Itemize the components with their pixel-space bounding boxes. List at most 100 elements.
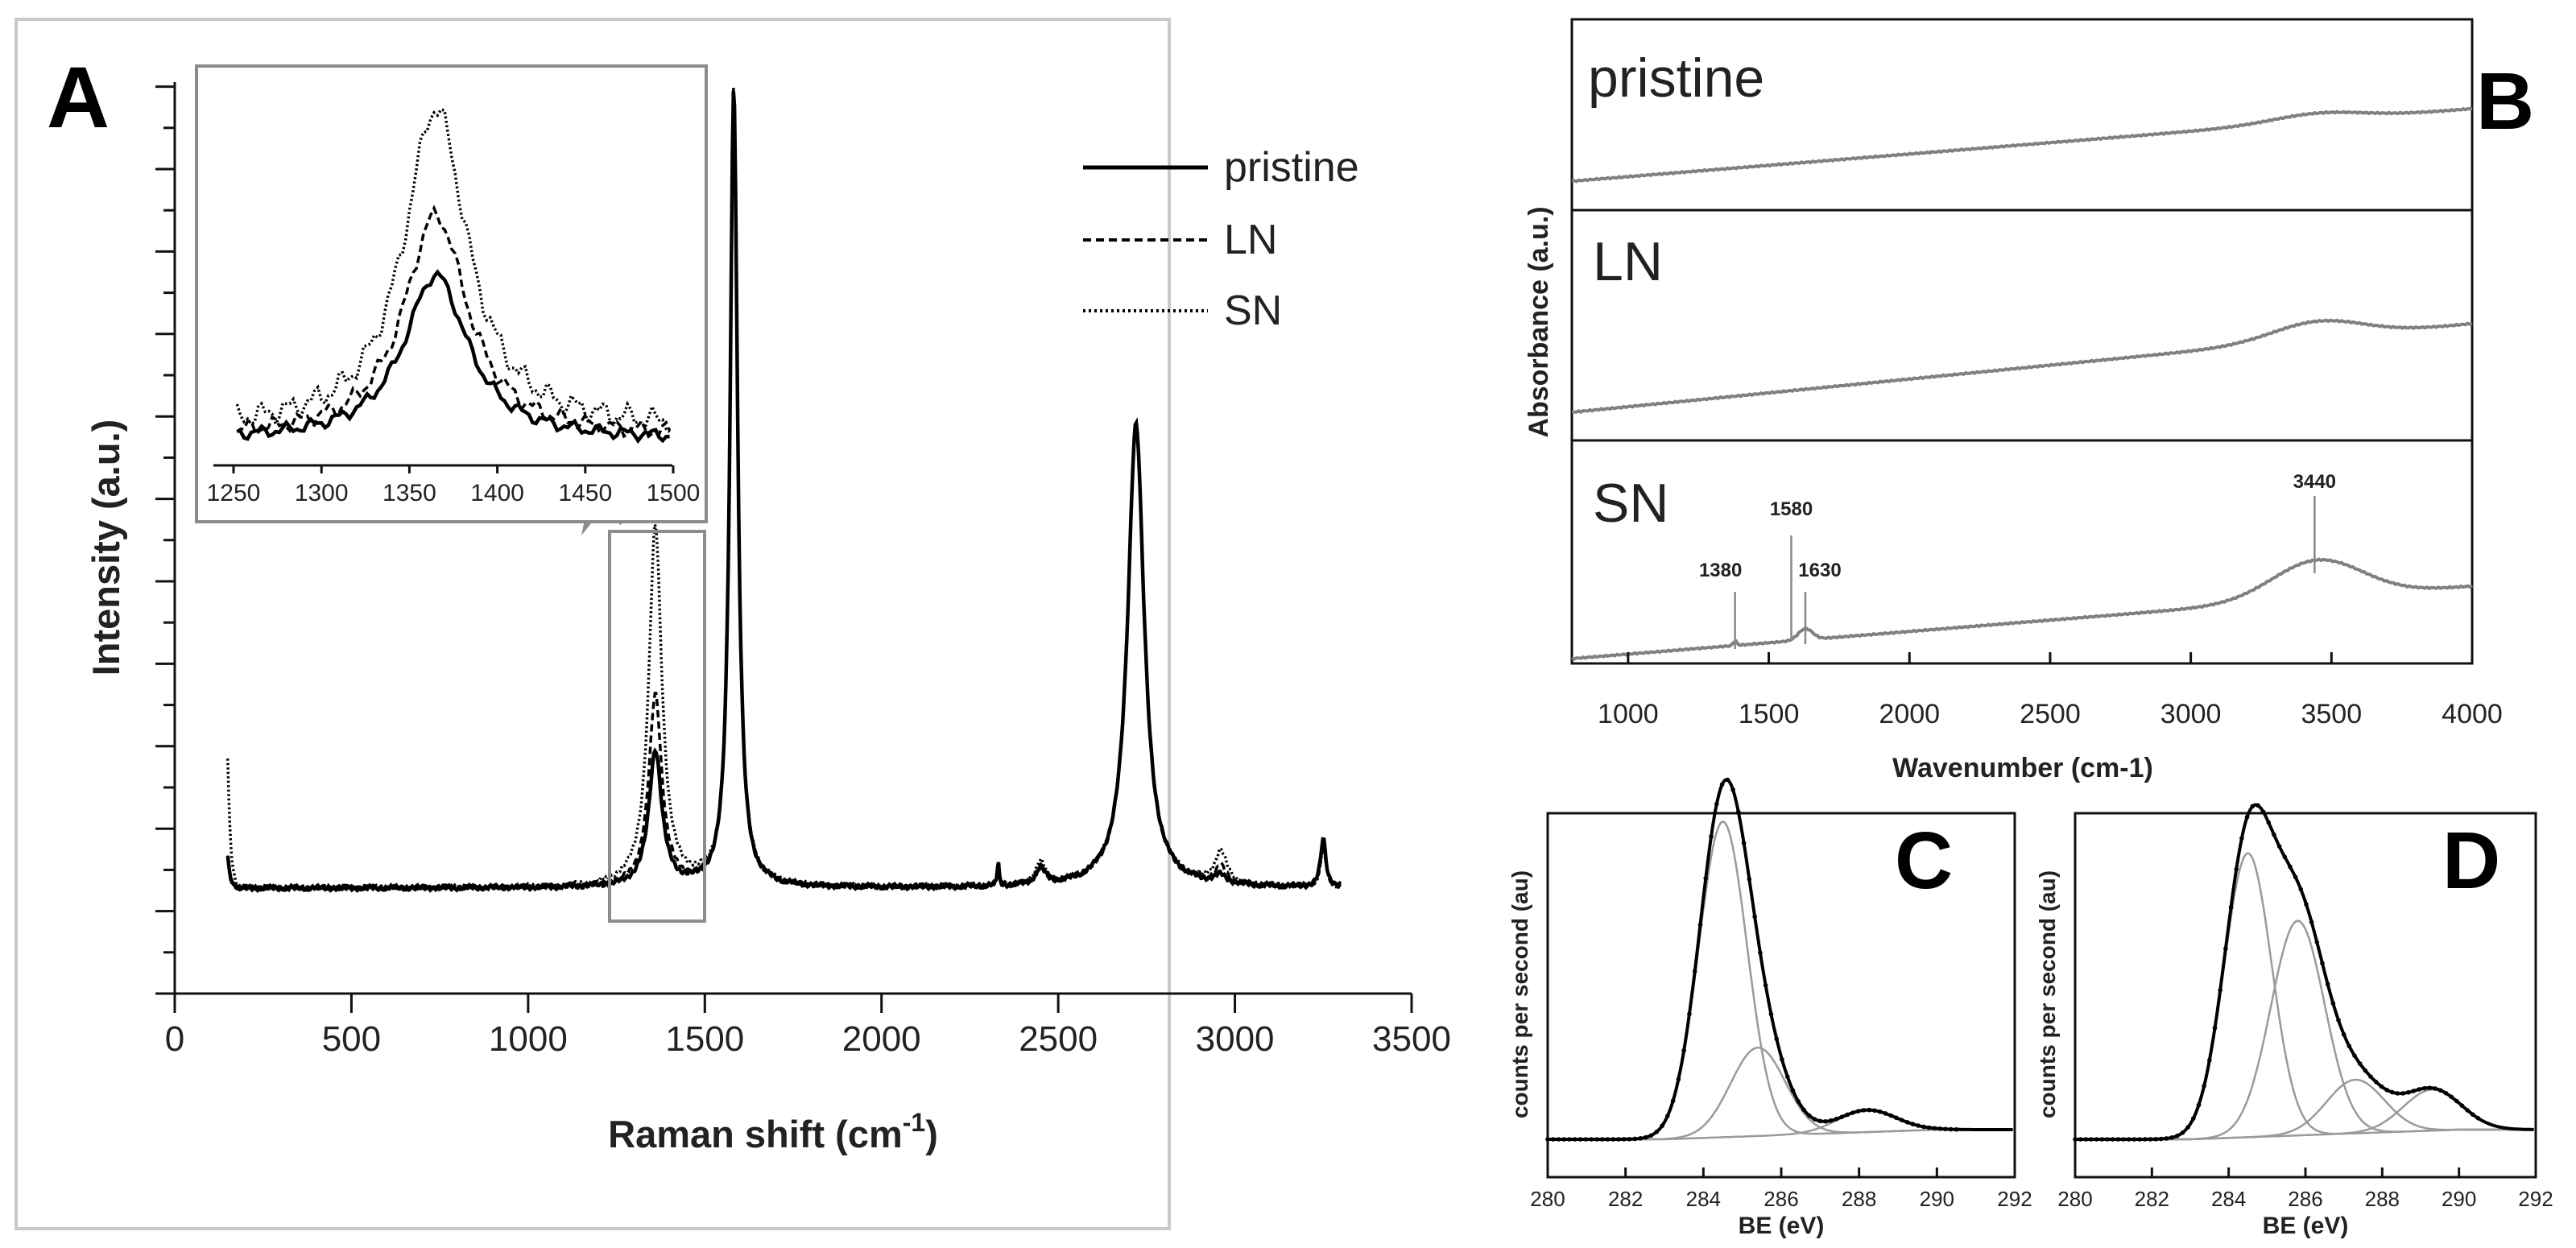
xps-data-point: [1577, 1137, 1583, 1142]
xps-data-point: [1638, 1136, 1643, 1141]
panel-b-series: [1571, 106, 2474, 661]
xps-data-point: [2202, 1083, 2206, 1089]
xps-data-point: [2304, 902, 2309, 907]
panel-a-x-tick-label: 3000: [1196, 1019, 1275, 1059]
xps-data-point: [1801, 1107, 1806, 1113]
xps-data-point: [2336, 1018, 2341, 1023]
panel-b-label-sn: SN: [1593, 473, 1668, 534]
xps-data-point: [1599, 1137, 1605, 1142]
xps-data-point: [2073, 1137, 2078, 1142]
panel-letter-d: D: [2442, 816, 2500, 906]
xps-data-point: [1545, 1137, 1550, 1142]
panel-a-line-pristine: [225, 91, 1342, 894]
xps-data-point: [2411, 1089, 2417, 1093]
xps-data-point: [1648, 1133, 1654, 1138]
xps-data-point: [1556, 1137, 1561, 1142]
xps-data-point: [1632, 1136, 1638, 1142]
xps-x-tick-label: 284: [2211, 1187, 2246, 1211]
xps-data-point: [1937, 1126, 1942, 1131]
panel-letter-a: A: [47, 48, 110, 146]
panel-a-zoom-box: [608, 530, 706, 923]
panel-a-line-ln: [226, 90, 1342, 893]
panel-a-x-tick-label: 2500: [1019, 1019, 1098, 1059]
inset-line-sn: [235, 107, 671, 433]
xps-data-point: [2196, 1102, 2202, 1108]
xps-data-point: [2089, 1137, 2094, 1142]
xps-component-3: [2075, 1088, 2534, 1141]
xps-data-point: [2421, 1085, 2427, 1091]
xps-data-point: [1763, 983, 1768, 988]
xps-data-point: [1839, 1114, 1845, 1119]
xps-data-point: [2389, 1089, 2395, 1095]
panel-a-x-tick-label: 2000: [842, 1019, 921, 1059]
xps-data-point: [1855, 1109, 1861, 1114]
xps-data-point: [1616, 1137, 1621, 1142]
xps-data-point: [2110, 1137, 2115, 1142]
xps-data-point: [1589, 1137, 1594, 1142]
xps-data-point: [1676, 1077, 1681, 1082]
xps-data-point: [2395, 1091, 2400, 1096]
inset-series: [235, 107, 672, 444]
xps-x-tick-label: 280: [2057, 1187, 2092, 1211]
xps-data-point: [1697, 922, 1703, 928]
inset-x-tick-label: 1350: [382, 480, 436, 506]
xps-data-point: [1888, 1113, 1894, 1118]
xps-data-point: [1692, 969, 1697, 974]
xps-data-point: [1654, 1129, 1660, 1134]
xps-data-point: [2454, 1098, 2459, 1104]
xps-x-tick-label: 292: [1997, 1187, 2032, 1211]
xps-data-point: [1605, 1137, 1611, 1142]
xps-data-point: [2105, 1137, 2110, 1142]
panel-a-x-tick-label: 0: [165, 1019, 184, 1059]
xps-data-point: [1845, 1112, 1850, 1118]
xps-data-point: [2083, 1137, 2089, 1142]
panel-a-x-tick-label: 500: [322, 1019, 381, 1059]
xps-x-tick-label: 280: [1530, 1187, 1565, 1211]
xps-data-point: [2368, 1074, 2373, 1080]
xps-data-point: [2352, 1053, 2357, 1058]
xps-data-point: [2174, 1133, 2180, 1138]
xps-x-tick-label: 292: [2518, 1187, 2553, 1211]
panel-b-x-tick-label: 2500: [2020, 699, 2081, 729]
panel-d-series: [2073, 803, 2534, 1142]
xps-data-point: [1725, 777, 1730, 783]
xps-data-point: [2121, 1137, 2126, 1142]
panel-c-xlabel: BE (eV): [1739, 1213, 1825, 1239]
xps-data-point: [2417, 1087, 2421, 1092]
panel-b-x-tick-label: 3000: [2160, 699, 2222, 729]
xps-data-point: [2459, 1103, 2465, 1109]
xps-data-point: [2244, 814, 2250, 820]
panel-c-ylabel: counts per second (au): [1507, 870, 1532, 1118]
legend-label-sn: SN: [1224, 287, 1282, 334]
panel-a-legend: pristine LN SN: [1083, 144, 1359, 334]
xps-data-point: [1752, 914, 1757, 919]
xps-data-point: [1714, 801, 1719, 807]
xps-component-1: [1548, 1046, 2013, 1141]
panel-a-xlabel: Raman shift (cm-1): [608, 1108, 938, 1155]
xps-x-tick-label: 290: [2442, 1187, 2476, 1211]
xps-data-point: [2314, 940, 2320, 944]
xps-data-point: [1784, 1074, 1790, 1079]
xps-data-point: [1736, 809, 1741, 815]
panel-d-xlabel: BE (eV): [2263, 1213, 2349, 1239]
panel-c-series: [1545, 777, 2013, 1142]
xps-data-point: [2234, 866, 2239, 872]
xps-data-point: [1644, 1134, 1648, 1140]
xps-data-point: [2400, 1091, 2405, 1096]
panel-a-x-tick-label: 3500: [1372, 1019, 1451, 1059]
panel-a-x-tick-label: 1000: [489, 1019, 568, 1059]
xps-data-point: [2078, 1137, 2083, 1142]
xps-data-point: [1573, 1137, 1577, 1142]
panel-d-x-ticks: 280 282 284 286 288 290 292: [2057, 1167, 2553, 1211]
xps-data-point: [1780, 1057, 1784, 1062]
xps-data-point: [1660, 1123, 1664, 1129]
inset-x-tick-label: 1250: [207, 480, 261, 506]
xps-data-point: [1627, 1136, 1632, 1142]
panel-a-series: [225, 87, 1342, 895]
xps-data-point: [1687, 1011, 1692, 1017]
panel-a-x-tick-label: 1500: [665, 1019, 744, 1059]
panel-b-label-ln: LN: [1593, 231, 1663, 292]
xps-data-point: [1719, 782, 1725, 787]
xps-data-point: [2212, 1026, 2218, 1031]
xps-data-point: [1561, 1137, 1567, 1142]
